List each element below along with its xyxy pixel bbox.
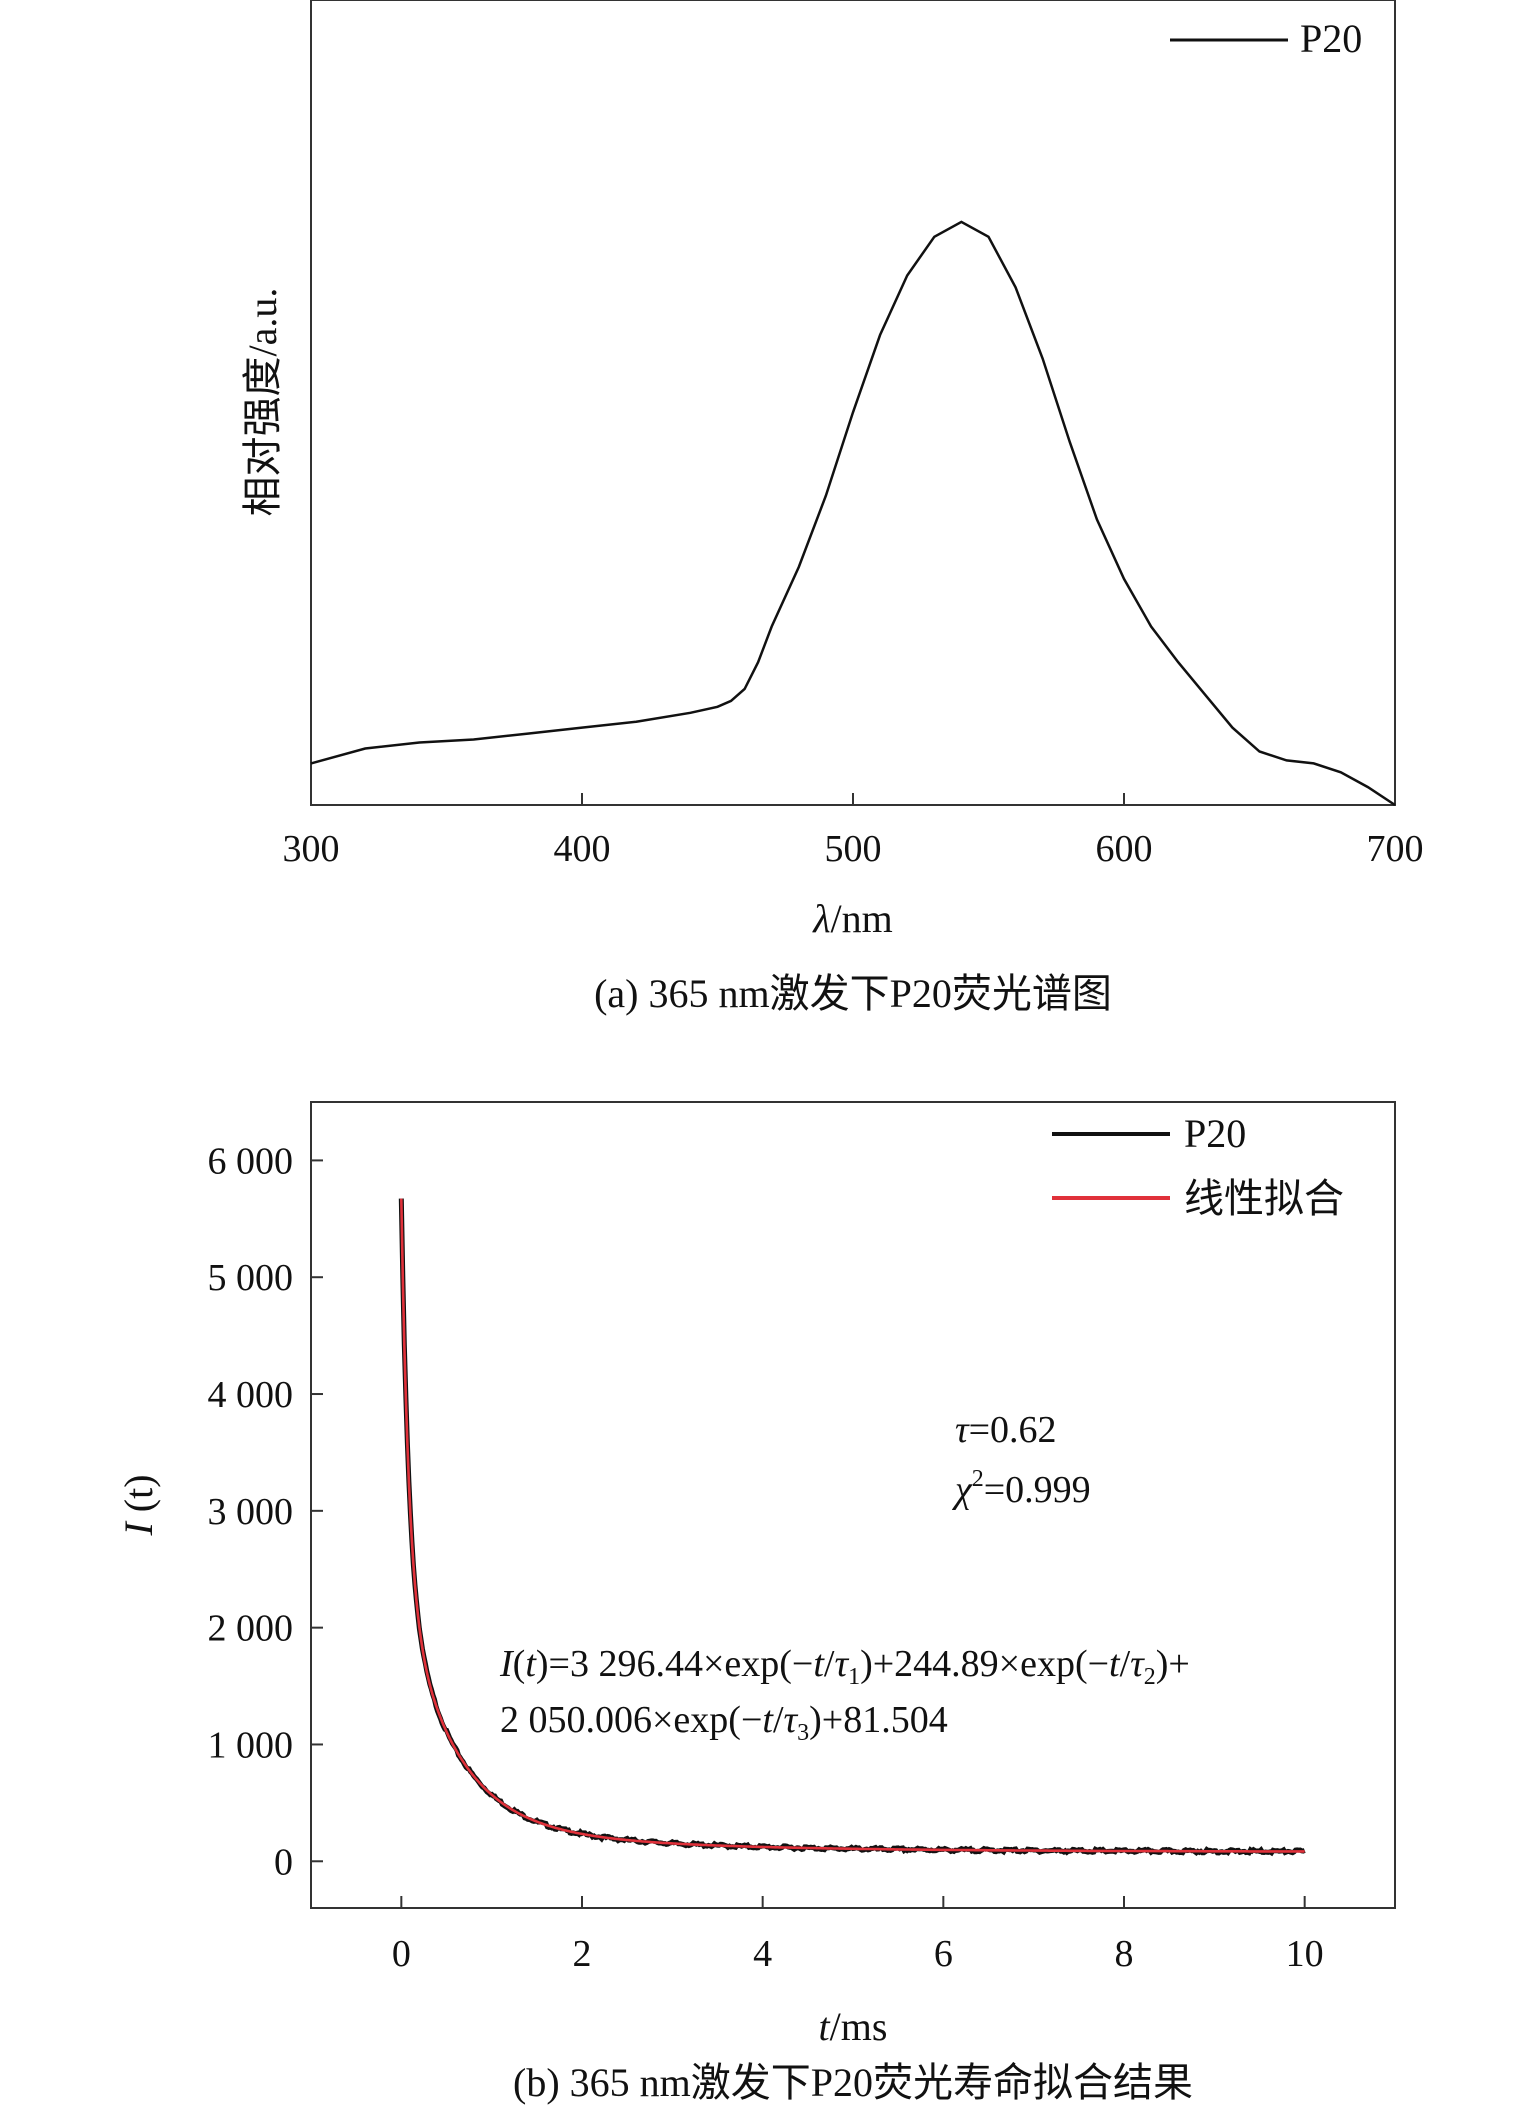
x-tick-label-b: 0 [392,1933,411,1975]
tau-symbol: τ [955,1409,970,1451]
legend-label-fit: 线性拟合 [1184,1176,1344,1221]
caption-b: (b) 365 nm激发下P20荧光寿命拟合结果 [513,2060,1193,2105]
x-tick-label-b: 6 [934,1933,953,1975]
annotation-tau: τ=0.62 [955,1409,1057,1451]
eq-slash2: / [1120,1643,1131,1685]
plot-frame-a [310,0,1396,806]
fit-equation-line2: 2 050.006×exp(−t/τ3)+81.504 [500,1699,948,1746]
eq-a2: )+244.89×exp(− [860,1643,1109,1685]
eq-tau3: τ [784,1699,799,1741]
eq-a3: 2 050.006×exp(− [500,1699,762,1741]
annotation-chi2: χ2=0.999 [951,1466,1091,1511]
x-tick-label-a: 600 [1096,828,1153,870]
eq-sub3: 3 [797,1720,809,1746]
y-axis-label-b: I (t) [116,1474,161,1536]
y-axis-label-a: 相对强度/a.u. [240,288,285,517]
y-tick-label-b: 4 000 [208,1374,294,1416]
legend-label-p20-b: P20 [1184,1111,1246,1156]
chi-symbol: χ [951,1469,973,1511]
eq-t3: t [1109,1643,1121,1685]
eq-tau2: τ [1130,1643,1145,1685]
chi-superscript: 2 [972,1466,984,1492]
eq-t1: t [525,1643,537,1685]
eq-slash1: / [824,1643,835,1685]
series-line-fit [400,1198,1305,1853]
x-axis-label-b: t/ms [819,2004,888,2049]
eq-end1: )+ [1156,1643,1190,1685]
y-tick-label-b: 0 [274,1841,293,1883]
eq-open: ( [513,1643,526,1685]
chi-value: =0.999 [984,1469,1091,1511]
legend-label-p20-a: P20 [1300,16,1362,61]
eq-tau1: τ [834,1643,849,1685]
y-tick-label-b: 6 000 [208,1140,294,1182]
eq-sub1: 1 [848,1664,860,1690]
x-axis-label-a-unit: /nm [831,896,893,941]
y-ticks-b: 0 1 000 2 000 3 000 4 000 5 000 6 000 [208,1140,323,1883]
series-line-p20-spectrum [310,220,1396,807]
x-tick-label-b: 4 [753,1933,772,1975]
eq-sub2: 2 [1144,1664,1156,1690]
eq-t4: t [762,1699,774,1741]
x-tick-label-b: 8 [1115,1933,1134,1975]
y-axis-label-b-symbol: I [116,1521,161,1537]
eq-I: I [499,1643,515,1685]
caption-a: (a) 365 nm激发下P20荧光谱图 [594,971,1112,1016]
series-line-p20-decay [398,1198,1306,1857]
x-ticks-b: 0 2 4 6 8 10 [392,1896,1324,1975]
eq-slash3: / [773,1699,784,1741]
plot-frame-b [310,1101,1396,1909]
x-axis-label-a-symbol: λ [812,896,830,941]
fit-equation-line1: I(t)=3 296.44×exp(−t/τ1)+244.89×exp(−t/τ… [499,1643,1190,1690]
y-tick-label-b: 2 000 [208,1608,294,1650]
tau-value: =0.62 [969,1409,1057,1451]
panel-a: 300 400 500 600 700 P20 相对强度/a.u. λ/nm (a) 3… [240,0,1424,1016]
y-tick-label-b: 3 000 [208,1491,294,1533]
x-axis-label-a: λ/nm [812,896,893,941]
x-tick-label-b: 10 [1286,1933,1324,1975]
x-axis-label-b-unit: /ms [830,2004,888,2049]
x-tick-label-a: 700 [1367,828,1424,870]
x-ticks-a: 300 400 500 600 700 [283,793,1424,870]
eq-end2: )+81.504 [809,1699,948,1741]
y-tick-label-b: 5 000 [208,1257,294,1299]
x-tick-label-a: 400 [554,828,611,870]
y-tick-label-b: 1 000 [208,1724,294,1766]
x-tick-label-b: 2 [573,1933,592,1975]
x-tick-label-a: 500 [825,828,882,870]
eq-t2: t [813,1643,825,1685]
x-tick-label-a: 300 [283,828,340,870]
eq-a1: )=3 296.44×exp(− [536,1643,813,1685]
x-axis-label-b-symbol: t [819,2004,831,2049]
y-axis-label-b-rest: (t) [116,1474,161,1522]
